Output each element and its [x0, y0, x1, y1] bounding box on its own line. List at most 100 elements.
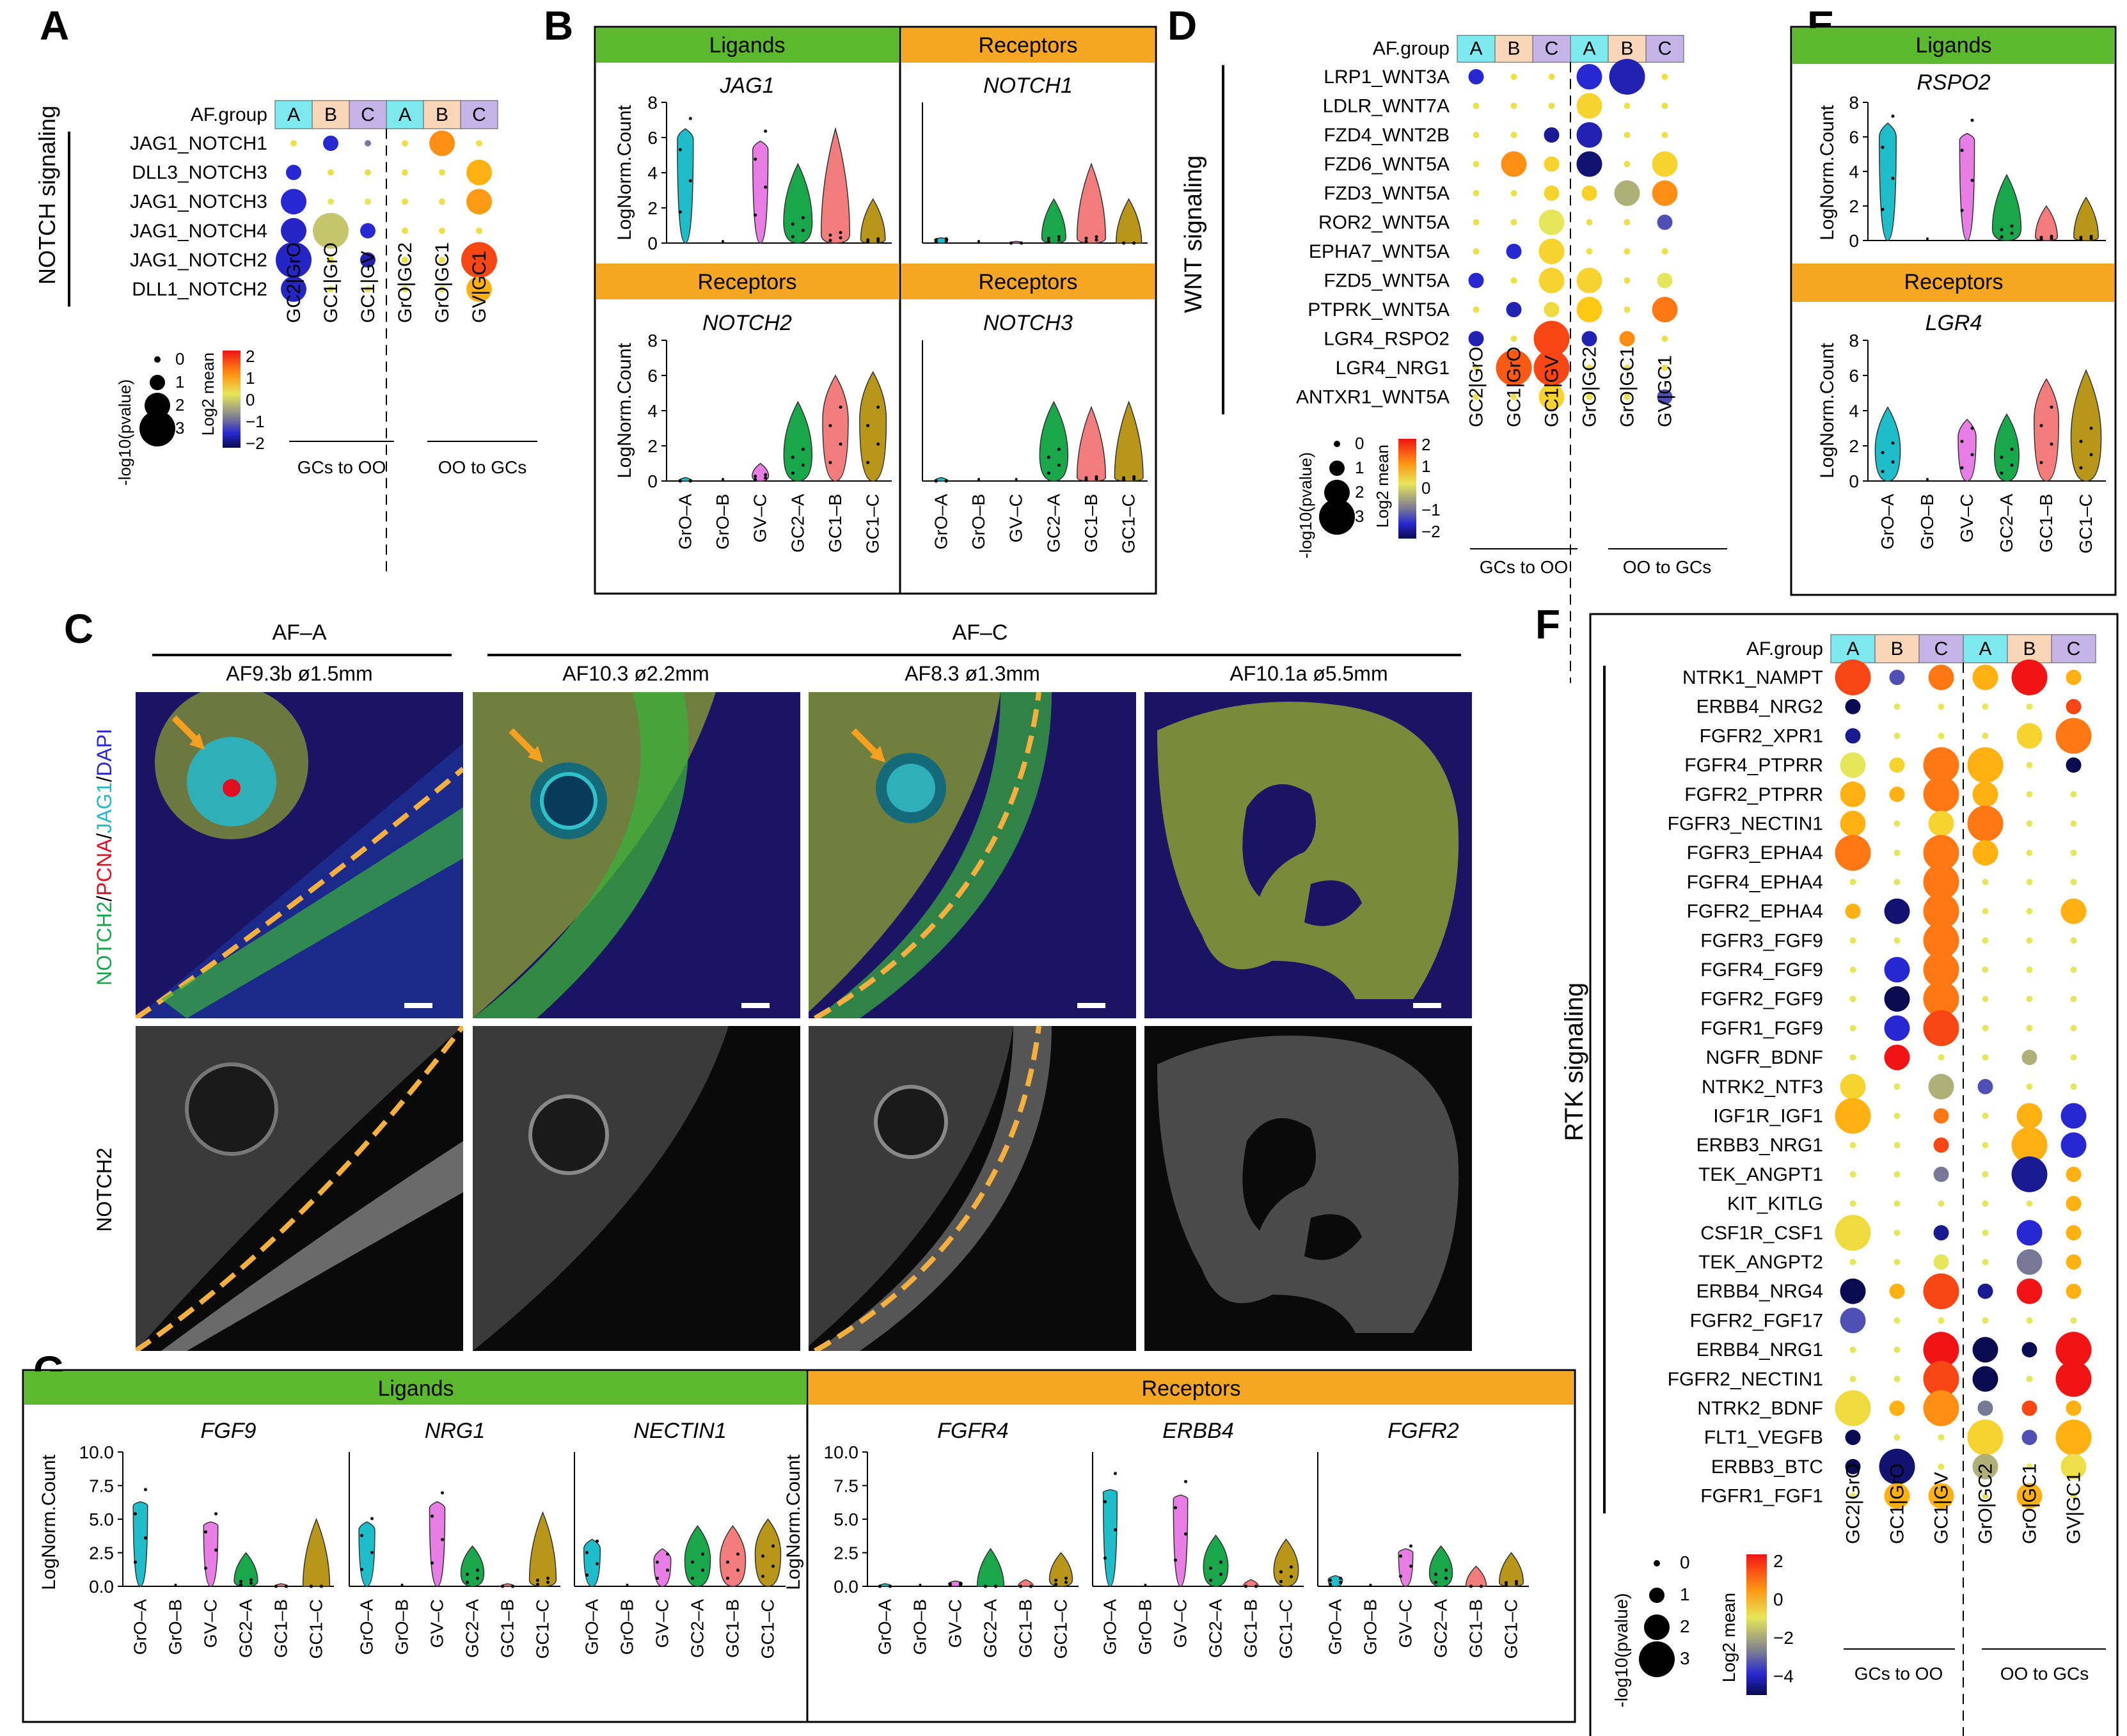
violin-dot: [536, 1579, 539, 1582]
rtk-dot: [1938, 1054, 1945, 1061]
x-category-label: GC2–A: [1043, 494, 1063, 553]
violin-dot: [934, 238, 938, 242]
y-tick-label: 7.5: [834, 1476, 858, 1496]
violin-shape: [1498, 1552, 1524, 1587]
rtk-gcs-to-oo: GCs to OO: [1854, 1664, 1943, 1684]
rtk-dot: [1977, 1078, 1993, 1094]
panelG-header-ligands: [24, 1371, 807, 1405]
rtk-dot: [2026, 1317, 2033, 1324]
violin-dot: [1891, 441, 1895, 445]
wnt-dot: [1614, 180, 1640, 206]
notch-size-legend-dot: [154, 356, 161, 363]
rtk-dot: [1835, 835, 1871, 871]
rtk-dot: [2021, 1342, 2037, 1358]
violin-shape: [1039, 400, 1069, 482]
rtk-dot: [2026, 937, 2033, 944]
notch-dot: [461, 242, 497, 278]
violin-dot: [1960, 439, 1964, 443]
rtk-dot: [1967, 1419, 2004, 1456]
rtk-dot: [2066, 757, 2082, 773]
violin-dot: [764, 129, 768, 133]
rtk-dot: [1849, 1171, 1856, 1178]
wnt-dot: [1661, 248, 1668, 255]
notch-group-label-1: B: [324, 104, 337, 125]
y-tick-label: 5.0: [834, 1510, 858, 1529]
violin-dot: [1369, 1583, 1372, 1586]
rtk-dot: [1849, 1346, 1856, 1353]
rtk-dot: [1938, 732, 1945, 739]
violin-dot: [1209, 1579, 1212, 1582]
rtk-dot: [2021, 1400, 2037, 1416]
wnt-group-label-3: A: [1583, 38, 1595, 59]
violin-dot: [1960, 148, 1964, 152]
rtk-dot: [1928, 810, 1954, 837]
wnt-dot: [1548, 74, 1555, 80]
wnt-af-group-label: AF.group: [1373, 38, 1450, 59]
rtk-dot: [1923, 1361, 1959, 1397]
panelE-ylabel-1: LogNorm.Count: [1817, 104, 1838, 240]
rtk-group-box-1: [1874, 634, 1920, 663]
rtk-dot: [1982, 1229, 1989, 1236]
rtk-col-label: GrO|GC1: [2020, 1464, 2041, 1544]
violin-dot: [1084, 237, 1088, 241]
x-category-label: GrO–A: [931, 494, 951, 549]
notch-dot: [281, 276, 306, 302]
rtk-row-label: ERBB3_NRG1: [1696, 1135, 1823, 1156]
violin-shape: [358, 1521, 376, 1587]
rtk-dot: [2060, 1103, 2087, 1129]
y-tick-label: 8: [647, 93, 658, 113]
violin-shape: [1957, 418, 1977, 482]
violin-dot: [360, 1568, 363, 1572]
wnt-gcs-to-oo: GCs to OO: [1480, 557, 1568, 577]
panelE-frame: [1790, 26, 2117, 596]
rtk-dot: [2026, 703, 2033, 710]
violin-dot: [1434, 1572, 1437, 1576]
violin-dot: [1019, 1584, 1022, 1588]
rtk-dot: [1894, 1434, 1901, 1441]
panelE-header-ligands: [1792, 28, 2114, 64]
violin-dot: [1279, 1579, 1283, 1583]
rtk-dot: [1923, 1332, 1959, 1368]
wnt-dot: [1586, 248, 1593, 255]
x-category-label: GrO–B: [713, 494, 732, 549]
rtk-color-tick: 2: [1773, 1551, 1783, 1571]
rtk-size-legend-dot: [1654, 1560, 1660, 1566]
rtk-dot: [1923, 835, 1959, 871]
x-category-label: GV–C: [201, 1599, 221, 1648]
violin-shape: [783, 162, 813, 244]
violin-dot: [2000, 455, 2004, 459]
wnt-dot: [1473, 393, 1480, 400]
violin-dot: [1505, 1581, 1508, 1584]
rtk-dot: [1977, 1400, 1993, 1416]
violin-shape: [1465, 1565, 1487, 1587]
rtk-dot: [1835, 1390, 1871, 1426]
violin-dot: [1515, 1579, 1518, 1583]
rtk-row-label: CSF1R_CSF1: [1700, 1222, 1823, 1243]
violin-dot: [801, 216, 805, 219]
wnt-dot: [1473, 306, 1480, 313]
rtk-dot: [1933, 1254, 1949, 1270]
rtk-dot: [1845, 1458, 1861, 1474]
panelB-receptors-title-3: Receptors: [979, 270, 1078, 294]
notch-dot: [402, 198, 408, 205]
violin-dot: [801, 463, 805, 467]
rtk-dot: [2055, 1332, 2092, 1368]
rtk-dot: [2026, 908, 2033, 915]
panelC-column-label: AF9.3b ø1.5mm: [226, 662, 372, 685]
violin-shape: [2073, 196, 2099, 241]
wnt-group-label-4: B: [1620, 38, 1633, 59]
rtk-color-tick: −4: [1773, 1666, 1794, 1686]
rtk-row-label: FLT1_VEGFB: [1704, 1427, 1823, 1448]
rtk-dot: [1884, 957, 1910, 982]
rtk-dot: [1923, 1010, 1959, 1046]
violin-dot: [919, 1583, 922, 1586]
violin-dot: [1926, 237, 1929, 241]
violin-dot: [1480, 1584, 1483, 1588]
rtk-dot: [1840, 1278, 1866, 1304]
violin-dot: [1891, 460, 1895, 464]
notch-dot: [429, 130, 455, 156]
violin-shape: [1959, 132, 1975, 241]
violin-dot: [2079, 466, 2083, 470]
rtk-dot: [1889, 757, 1905, 773]
x-category-label: GC1–C: [1119, 494, 1139, 553]
